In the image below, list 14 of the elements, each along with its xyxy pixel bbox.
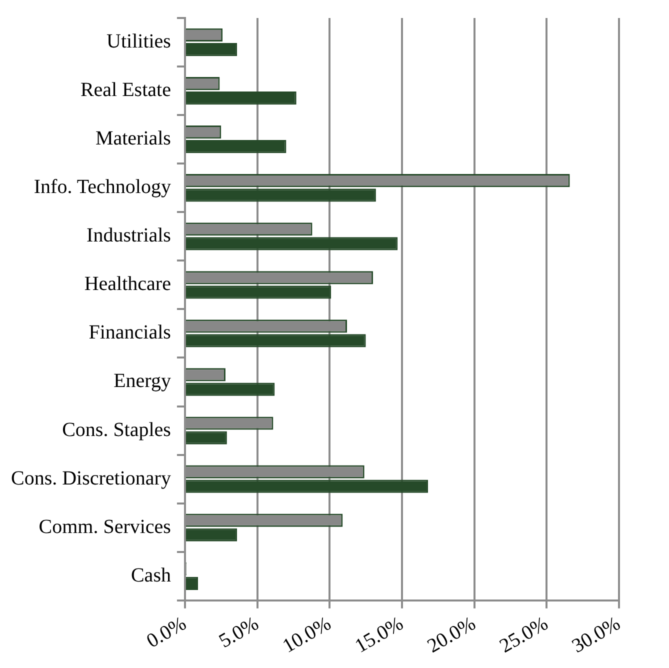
y-tick-label: Materials [95,128,172,150]
y-tick-label: Healthcare [84,273,172,296]
x-tick-label: 5.0% [215,612,262,652]
y-tick-label: Industrials [86,224,172,247]
y-tick-label: Info. Technology [34,176,171,198]
y-tick-label: Utilities [106,30,172,53]
y-tick-label: Cash [130,564,171,586]
y-tick-label: Energy [114,370,171,392]
y-tick-label: Cons. Staples [62,418,172,441]
y-tick-label: Financials [88,322,172,344]
x-tick-label: 0.0% [143,612,190,652]
y-tick-label: Comm. Services [38,516,172,538]
y-tick-label: Cons. Discretionary [10,467,171,490]
y-tick-label: Real Estate [80,79,172,102]
